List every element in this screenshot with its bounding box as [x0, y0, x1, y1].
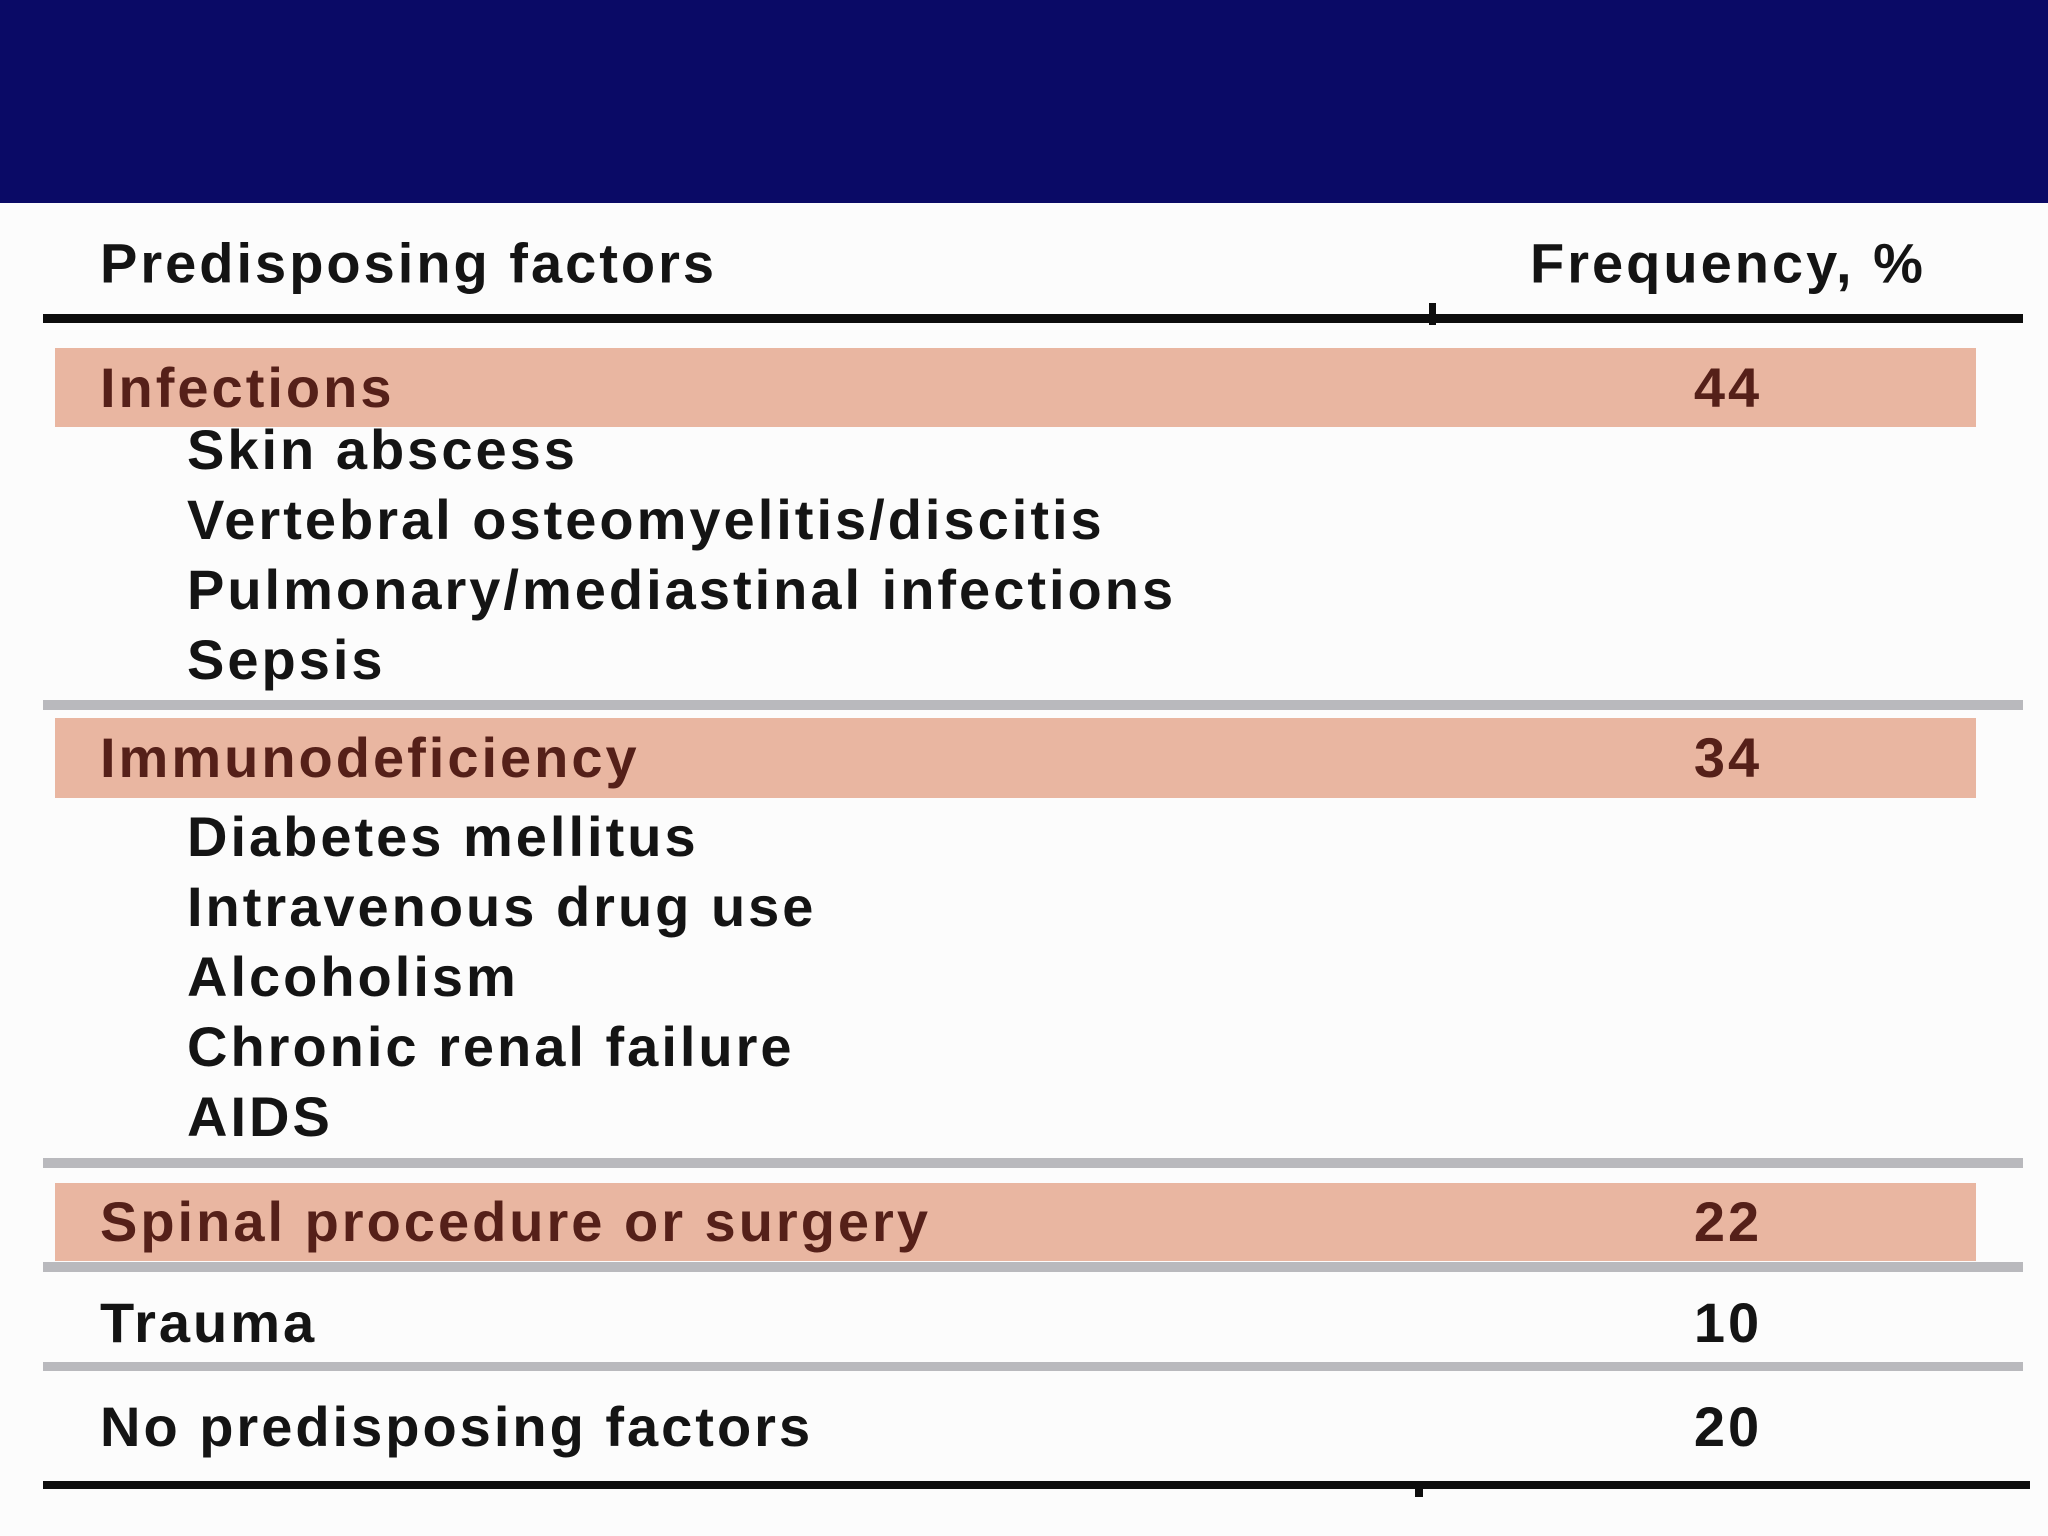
row-label: Pulmonary/mediastinal infections [187, 558, 1177, 621]
row-value: 10 [1693, 1291, 1763, 1354]
table-row-immunodeficiency: Immunodeficiency 34 [0, 718, 2048, 798]
row-highlight-bar [55, 1183, 1976, 1261]
table-bottom-rule [43, 1481, 2030, 1489]
table-row-alcoholism: Alcoholism [0, 942, 2048, 1012]
title-banner [0, 0, 2048, 203]
section-divider [43, 1158, 2023, 1168]
column-header-predisposing-factors: Predisposing factors [100, 231, 718, 295]
row-highlight-bar [55, 718, 1976, 798]
row-label: Spinal procedure or surgery [100, 1190, 931, 1253]
row-label: Chronic renal failure [187, 1015, 795, 1078]
table-row-no-predisposing-factors: No predisposing factors 20 [0, 1392, 2048, 1462]
row-label: Intravenous drug use [187, 875, 817, 938]
table-row-diabetes-mellitus: Diabetes mellitus [0, 802, 2048, 872]
section-divider [43, 1262, 2023, 1272]
row-label: Sepsis [187, 628, 386, 691]
row-label: Vertebral osteomyelitis/discitis [187, 488, 1105, 551]
row-label: AIDS [187, 1085, 333, 1148]
row-value: 20 [1693, 1395, 1763, 1458]
row-highlight-bar [55, 348, 1976, 427]
table-row-infections: Infections 44 [0, 348, 2048, 427]
row-label: Alcoholism [187, 945, 519, 1008]
row-label: Infections [100, 355, 395, 419]
row-label: Skin abscess [187, 418, 578, 481]
table-top-rule [43, 314, 2023, 323]
row-label: Immunodeficiency [100, 726, 640, 789]
table-row-sepsis: Sepsis [0, 625, 2048, 695]
table-row-skin-abscess: Skin abscess [0, 415, 2048, 485]
table-row-chronic-renal-failure: Chronic renal failure [0, 1012, 2048, 1082]
table-row-trauma: Trauma 10 [0, 1288, 2048, 1358]
row-value: 22 [1693, 1190, 1763, 1253]
column-separator-tick-bottom [1415, 1489, 1423, 1497]
row-label: No predisposing factors [100, 1395, 814, 1458]
table-row-pulmonary-mediastinal: Pulmonary/mediastinal infections [0, 555, 2048, 625]
row-label: Diabetes mellitus [187, 805, 699, 868]
table-row-spinal-procedure: Spinal procedure or surgery 22 [0, 1183, 2048, 1261]
section-divider [43, 700, 2023, 710]
row-value: 44 [1693, 355, 1763, 419]
column-header-frequency: Frequency, % [1530, 231, 1926, 295]
table-row-intravenous-drug-use: Intravenous drug use [0, 872, 2048, 942]
table-row-vertebral-osteomyelitis: Vertebral osteomyelitis/discitis [0, 485, 2048, 555]
section-divider [43, 1362, 2023, 1371]
row-value: 34 [1693, 726, 1763, 789]
table-row-aids: AIDS [0, 1082, 2048, 1152]
row-label: Trauma [100, 1291, 318, 1354]
table-header-row: Predisposing factors Frequency, % [0, 228, 2048, 298]
